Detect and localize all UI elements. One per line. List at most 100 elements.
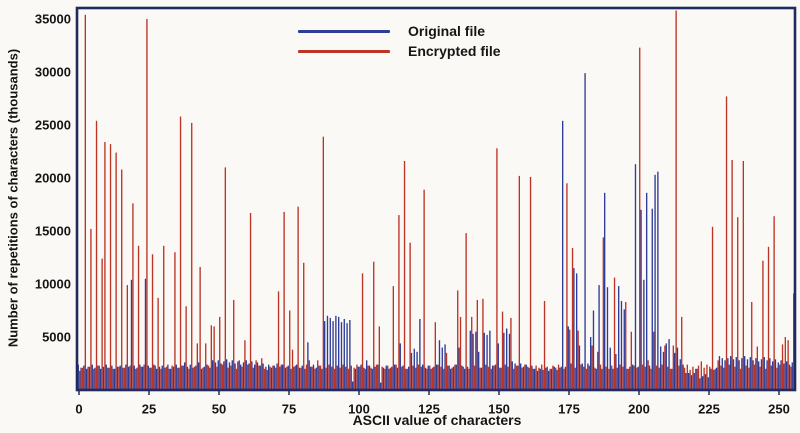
bar-original — [254, 364, 256, 390]
bar-encrypted — [748, 367, 750, 390]
bar-encrypted — [720, 365, 722, 390]
bar-original — [125, 364, 127, 390]
bar-original — [86, 368, 88, 390]
bar-original — [156, 368, 158, 390]
bar-original — [634, 164, 637, 390]
bar-original — [318, 365, 320, 390]
bar-encrypted — [339, 367, 341, 390]
bar-original — [494, 364, 497, 390]
bar-encrypted — [333, 368, 336, 390]
bar-original — [581, 363, 583, 390]
bar-original — [181, 365, 183, 390]
bar-encrypted — [599, 364, 602, 390]
bar-original — [657, 171, 659, 390]
bar-encrypted — [781, 344, 784, 390]
bar-encrypted — [227, 367, 229, 390]
bar-encrypted — [566, 183, 568, 390]
bar-encrypted — [401, 366, 403, 390]
bar-original — [184, 362, 186, 390]
bar-original — [520, 363, 522, 390]
bar-encrypted — [473, 365, 476, 390]
bar-original — [116, 366, 119, 390]
bar-encrypted — [314, 368, 316, 390]
bar-original — [791, 362, 793, 390]
bar-encrypted — [98, 365, 100, 390]
bar-encrypted — [468, 368, 470, 390]
bar-original — [88, 366, 91, 390]
bar-encrypted — [731, 160, 733, 390]
bar-encrypted — [431, 367, 434, 390]
bar-original — [648, 365, 651, 390]
bar-original — [136, 367, 138, 390]
bar-original — [458, 347, 460, 390]
bar-encrypted — [434, 322, 436, 390]
bar-original — [716, 367, 718, 390]
bar-original — [273, 365, 275, 390]
bar-encrypted — [387, 365, 389, 390]
bar-original — [674, 352, 676, 390]
bar-encrypted — [93, 368, 95, 390]
bar-original — [576, 273, 578, 390]
bar-encrypted — [123, 367, 126, 390]
bar-encrypted — [90, 228, 92, 390]
bar-encrypted — [109, 144, 112, 390]
bar-original — [531, 365, 533, 390]
bar-encrypted — [221, 364, 224, 390]
legend-item-encrypted: Encrypted file — [298, 41, 501, 61]
bar-encrypted — [224, 167, 226, 390]
bar-encrypted — [479, 367, 481, 390]
y-tick-label: 5000 — [42, 330, 71, 345]
bar-encrypted — [305, 364, 308, 390]
bar-encrypted — [121, 169, 123, 390]
bar-original — [623, 309, 625, 390]
bar-encrypted — [462, 366, 464, 390]
bar-encrypted — [706, 364, 708, 390]
bar-encrypted — [714, 368, 716, 390]
bar-encrypted — [381, 366, 383, 390]
bar-original — [108, 367, 110, 390]
bar-original — [122, 367, 124, 390]
bar-original — [452, 366, 455, 390]
bar-original — [329, 317, 331, 390]
bar-original — [231, 360, 233, 390]
bar-original — [234, 363, 236, 390]
bar-encrypted — [669, 368, 672, 390]
bar-original — [710, 368, 712, 390]
bar-original — [783, 363, 785, 390]
bar-original — [567, 326, 569, 390]
bar-encrypted — [499, 367, 501, 390]
bar-original — [304, 368, 306, 390]
bar-encrypted — [580, 364, 582, 390]
bar-original — [119, 365, 121, 390]
bar-original — [214, 362, 217, 390]
bar-original — [713, 369, 715, 390]
x-tick-label: 25 — [142, 402, 156, 417]
bar-original — [534, 368, 536, 390]
bar-encrypted — [95, 120, 98, 391]
bar-original — [153, 364, 155, 390]
bar-original — [780, 360, 782, 390]
bar-original — [251, 361, 253, 390]
bar-encrypted — [417, 364, 420, 390]
bar-encrypted — [555, 367, 557, 390]
bar-original — [290, 368, 292, 390]
bar-original — [738, 360, 740, 390]
bar-encrypted — [129, 365, 131, 390]
bar-encrypted — [140, 366, 142, 390]
bar-original — [105, 364, 107, 390]
bar-encrypted — [146, 19, 148, 390]
bar-original — [408, 366, 410, 390]
bar-encrypted — [238, 360, 240, 390]
bar-original — [584, 73, 586, 390]
bar-original — [203, 366, 205, 390]
x-tick-label: 250 — [768, 402, 790, 417]
bar-original — [223, 361, 225, 390]
bar-encrypted — [739, 368, 742, 390]
bar-encrypted — [219, 316, 221, 390]
bar-encrypted — [457, 290, 459, 390]
bar-encrypted — [437, 364, 439, 390]
x-tick-label: 150 — [488, 402, 510, 417]
bar-encrypted — [205, 343, 207, 390]
bar-encrypted — [717, 360, 719, 390]
bar-encrypted — [490, 368, 492, 390]
